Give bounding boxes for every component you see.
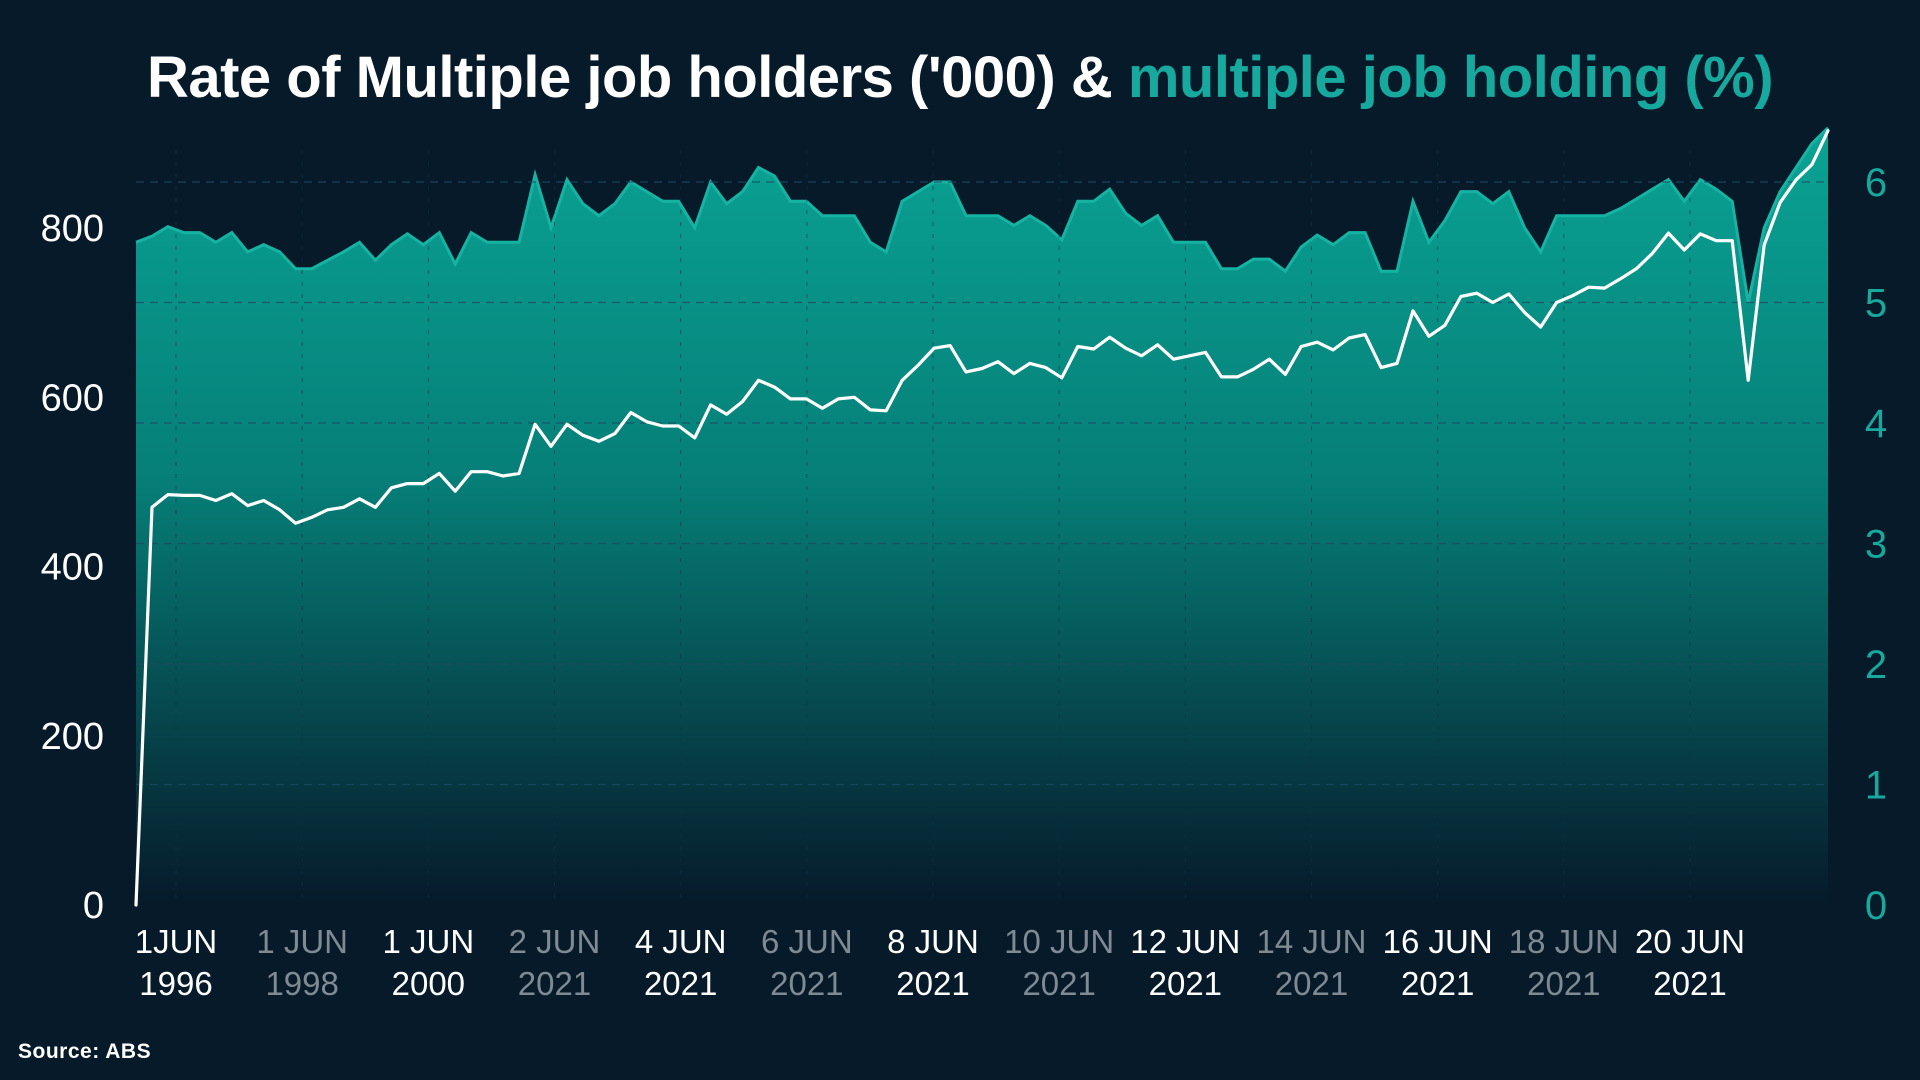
x-tick-label-line1: 10 JUN bbox=[1004, 923, 1114, 960]
right-axis-tick-label: 4 bbox=[1865, 402, 1887, 446]
x-tick-label-line1: 6 JUN bbox=[761, 923, 853, 960]
x-tick-label-line1: 20 JUN bbox=[1635, 923, 1745, 960]
x-tick-label-line2: 2021 bbox=[896, 965, 969, 1002]
x-tick-label-line1: 12 JUN bbox=[1130, 923, 1240, 960]
x-tick-label-line1: 2 JUN bbox=[509, 923, 601, 960]
left-axis-tick-label: 400 bbox=[41, 547, 104, 589]
right-axis-tick-label: 1 bbox=[1865, 764, 1887, 808]
right-axis-tick-label: 3 bbox=[1865, 523, 1887, 567]
left-axis-tick-label: 0 bbox=[83, 885, 104, 927]
chart-title: Rate of Multiple job holders ('000) & mu… bbox=[0, 40, 1920, 116]
right-axis-tick-label: 0 bbox=[1865, 884, 1887, 928]
x-tick-label-line2: 2021 bbox=[1653, 965, 1726, 1002]
x-tick-label-line2: 2021 bbox=[644, 965, 717, 1002]
x-tick-label-line2: 2021 bbox=[770, 965, 843, 1002]
x-tick-label-line2: 1998 bbox=[265, 965, 338, 1002]
right-axis-tick-label: 2 bbox=[1865, 643, 1887, 687]
x-tick-label-line2: 2021 bbox=[1401, 965, 1474, 1002]
x-tick-label-line2: 2021 bbox=[1022, 965, 1095, 1002]
series-area-multiple-job-holding bbox=[136, 127, 1828, 906]
x-tick-label-line1: 16 JUN bbox=[1383, 923, 1493, 960]
x-tick-label-line1: 18 JUN bbox=[1509, 923, 1619, 960]
title-main: Rate of Multiple job holders ('000) & bbox=[146, 45, 1128, 110]
x-tick-label-line2: 1996 bbox=[139, 965, 212, 1002]
x-tick-label-line1: 4 JUN bbox=[635, 923, 727, 960]
left-axis-tick-label: 600 bbox=[41, 377, 104, 419]
x-tick-label-line1: 8 JUN bbox=[887, 923, 979, 960]
x-tick-label-line2: 2021 bbox=[518, 965, 591, 1002]
x-tick-label-line1: 14 JUN bbox=[1256, 923, 1366, 960]
x-tick-label-line2: 2021 bbox=[1149, 965, 1222, 1002]
x-tick-label-line2: 2021 bbox=[1275, 965, 1348, 1002]
right-axis-tick-label: 5 bbox=[1865, 282, 1887, 326]
left-axis-tick-label: 800 bbox=[41, 208, 104, 250]
right-axis-tick-label: 6 bbox=[1865, 161, 1887, 205]
source-note: Source: ABS bbox=[18, 1040, 152, 1063]
left-axis-tick-label: 200 bbox=[41, 716, 104, 758]
x-tick-label-line1: 1JUN bbox=[135, 923, 218, 960]
x-tick-label-line1: 1 JUN bbox=[382, 923, 474, 960]
series-area-edge bbox=[135, 126, 1830, 303]
x-tick-label-line2: 2000 bbox=[392, 965, 465, 1002]
x-tick-label-line2: 2021 bbox=[1527, 965, 1600, 1002]
title-accent: multiple job holding (%) bbox=[1127, 45, 1774, 110]
series-line-multiple-job-holders bbox=[134, 129, 1830, 907]
x-tick-label-line1: 1 JUN bbox=[256, 923, 348, 960]
